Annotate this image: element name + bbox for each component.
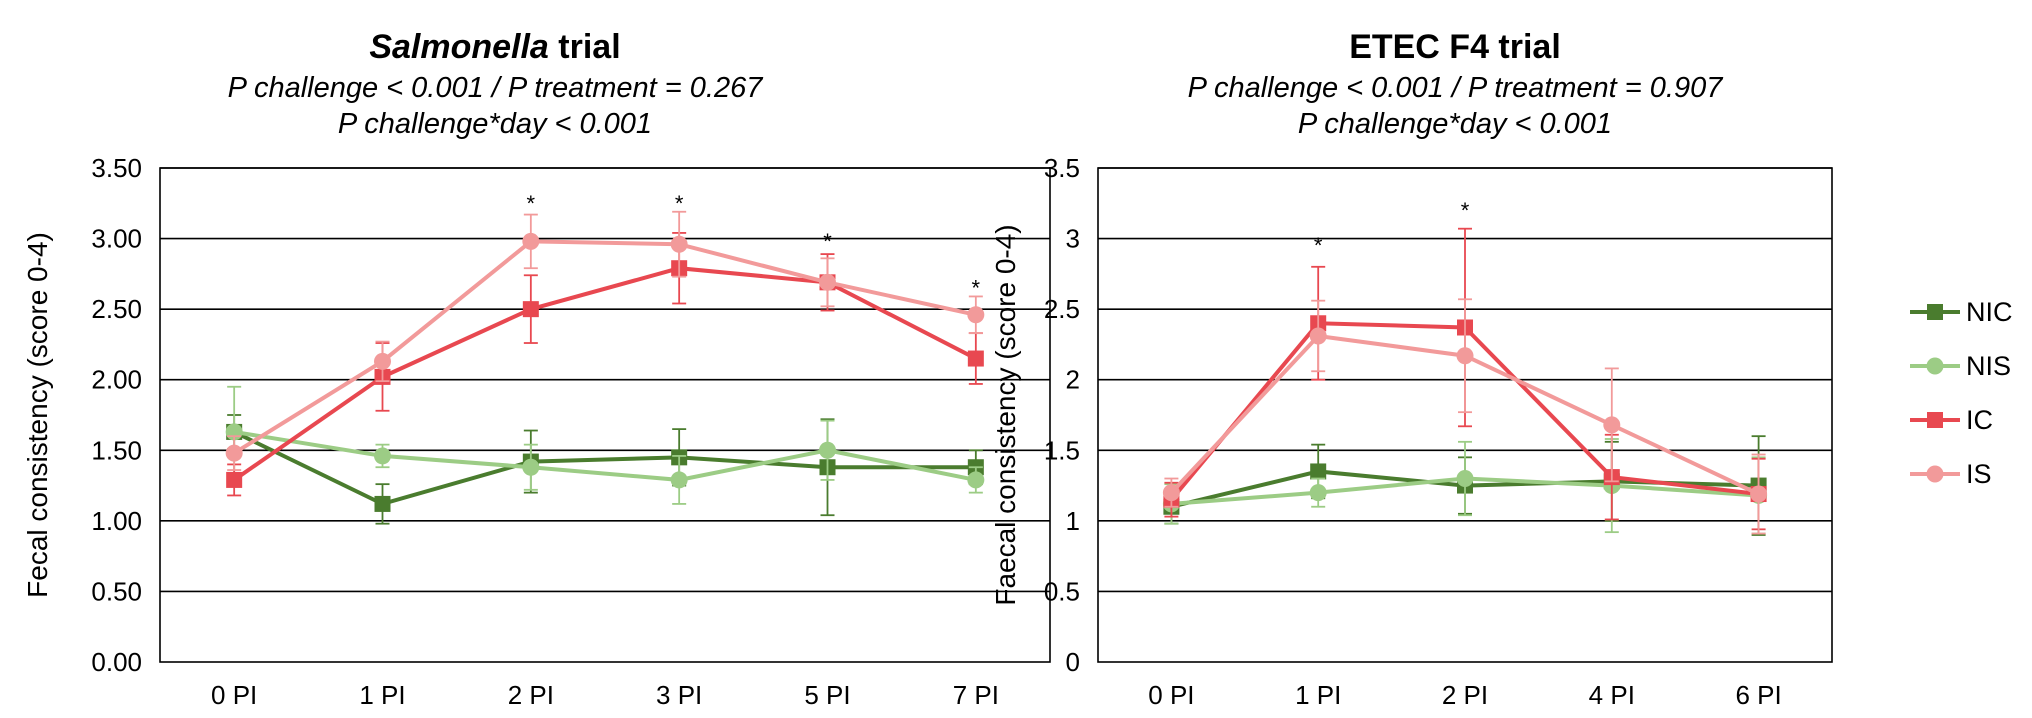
data-point-ic bbox=[226, 471, 243, 488]
series-nis bbox=[225, 385, 985, 505]
data-point-nis bbox=[967, 471, 985, 489]
y-tick-label: 3 bbox=[1066, 224, 1080, 254]
y-axis-label: Faecal consistency (score 0-4) bbox=[990, 224, 1021, 605]
data-point-nis bbox=[1309, 484, 1327, 502]
significance-marker: * bbox=[1461, 198, 1470, 223]
chart-1: Salmonella trial P challenge < 0.001 / P … bbox=[22, 28, 1051, 710]
data-point-is bbox=[225, 444, 243, 462]
chart-title-italic: Salmonella bbox=[369, 28, 549, 66]
y-tick-label: 2.50 bbox=[91, 294, 142, 324]
x-tick-label-7-pi: 7 PI bbox=[953, 680, 999, 710]
legend: NIC NIS IC IS bbox=[1910, 297, 2013, 489]
data-point-nis bbox=[374, 447, 391, 465]
series-is bbox=[225, 210, 985, 471]
y-tick-label: 1.5 bbox=[1044, 435, 1080, 465]
data-point-is bbox=[1750, 485, 1768, 503]
legend-label-ic: IC bbox=[1966, 405, 1993, 435]
series-ic bbox=[226, 232, 984, 497]
chart-subtitle-line2: P challenge*day < 0.001 bbox=[338, 108, 652, 140]
legend-marker bbox=[1926, 465, 1944, 483]
chart-title-rest: ETEC F4 trial bbox=[1349, 28, 1561, 66]
y-axis-label: Fecal consistency (score 0-4) bbox=[22, 232, 53, 598]
y-tick-label: 3.50 bbox=[91, 153, 142, 183]
chart-title-rest: trial bbox=[549, 28, 621, 66]
y-tick-label: 2.5 bbox=[1044, 294, 1080, 324]
y-tick-label: 0 bbox=[1066, 647, 1080, 677]
x-tick-label-4-pi: 4 PI bbox=[1589, 680, 1635, 710]
y-tick-label: 1.00 bbox=[91, 506, 142, 536]
significance-marker: * bbox=[527, 191, 536, 216]
x-tick-label-0-pi: 0 PI bbox=[211, 680, 257, 710]
series-is bbox=[1162, 298, 1768, 535]
significance-marker: * bbox=[1314, 233, 1323, 258]
chart-subtitle-line1: P challenge < 0.001 / P treatment = 0.90… bbox=[1188, 72, 1725, 104]
series-line-nis bbox=[233, 429, 977, 482]
x-tick-label-1-pi: 1 PI bbox=[1295, 680, 1341, 710]
data-point-ic bbox=[522, 301, 539, 318]
y-tick-label: 2.00 bbox=[91, 365, 142, 395]
chart-subtitle-line2: P challenge*day < 0.001 bbox=[1298, 108, 1612, 140]
data-point-is bbox=[522, 232, 540, 250]
legend-label-nic: NIC bbox=[1966, 297, 2013, 327]
series-line-is bbox=[233, 239, 977, 455]
legend-label-is: IS bbox=[1966, 459, 1992, 489]
significance-marker: * bbox=[675, 191, 684, 216]
data-point-is bbox=[819, 273, 836, 291]
data-point-nis bbox=[819, 441, 836, 459]
x-tick-label-6-pi: 6 PI bbox=[1735, 680, 1781, 710]
legend-marker bbox=[1926, 357, 1944, 375]
y-tick-label: 3.00 bbox=[91, 224, 142, 254]
data-point-nic bbox=[1310, 463, 1327, 480]
significance-marker: * bbox=[823, 229, 832, 254]
data-point-nis bbox=[670, 471, 688, 489]
data-point-is bbox=[1603, 416, 1621, 434]
y-tick-label: 0.00 bbox=[91, 647, 142, 677]
x-tick-label-1-pi: 1 PI bbox=[359, 680, 405, 710]
data-point-nic bbox=[374, 495, 391, 512]
chart-title: ETEC F4 trial bbox=[1349, 28, 1561, 66]
chart-2: ETEC F4 trial P challenge < 0.001 / P tre… bbox=[990, 28, 1833, 710]
series-line-nic bbox=[233, 430, 976, 507]
y-tick-label: 1.50 bbox=[91, 435, 142, 465]
legend-marker bbox=[1927, 304, 1943, 320]
data-point-is bbox=[967, 306, 985, 324]
x-tick-label-0-pi: 0 PI bbox=[1148, 680, 1194, 710]
x-tick-label-3-pi: 3 PI bbox=[656, 680, 702, 710]
plot-frame bbox=[1097, 167, 1833, 663]
chart-title: Salmonella trial bbox=[369, 28, 620, 66]
series-nic bbox=[226, 414, 984, 525]
y-tick-label: 3.5 bbox=[1044, 153, 1080, 183]
y-tick-label: 0.50 bbox=[91, 576, 142, 606]
legend-label-nis: NIS bbox=[1966, 351, 2011, 381]
chart-subtitle-line1: P challenge < 0.001 / P treatment = 0.26… bbox=[228, 72, 765, 104]
data-point-is bbox=[374, 352, 391, 370]
x-tick-label-2-pi: 2 PI bbox=[508, 680, 554, 710]
data-point-is bbox=[670, 235, 688, 253]
plot-frame bbox=[159, 167, 1051, 663]
x-tick-label-5-pi: 5 PI bbox=[804, 680, 850, 710]
data-point-is bbox=[1162, 484, 1180, 502]
significance-marker: * bbox=[972, 275, 981, 300]
data-point-ic bbox=[967, 350, 984, 367]
x-tick-label-2-pi: 2 PI bbox=[1442, 680, 1488, 710]
data-point-nis bbox=[1456, 470, 1474, 488]
y-tick-label: 2 bbox=[1066, 365, 1080, 395]
y-tick-label: 0.5 bbox=[1044, 576, 1080, 606]
data-point-is bbox=[1456, 347, 1474, 365]
data-point-nis bbox=[522, 458, 540, 476]
series-line-ic bbox=[233, 266, 977, 482]
legend-marker bbox=[1927, 412, 1943, 428]
y-tick-label: 1 bbox=[1066, 506, 1080, 536]
data-point-is bbox=[1309, 327, 1327, 345]
